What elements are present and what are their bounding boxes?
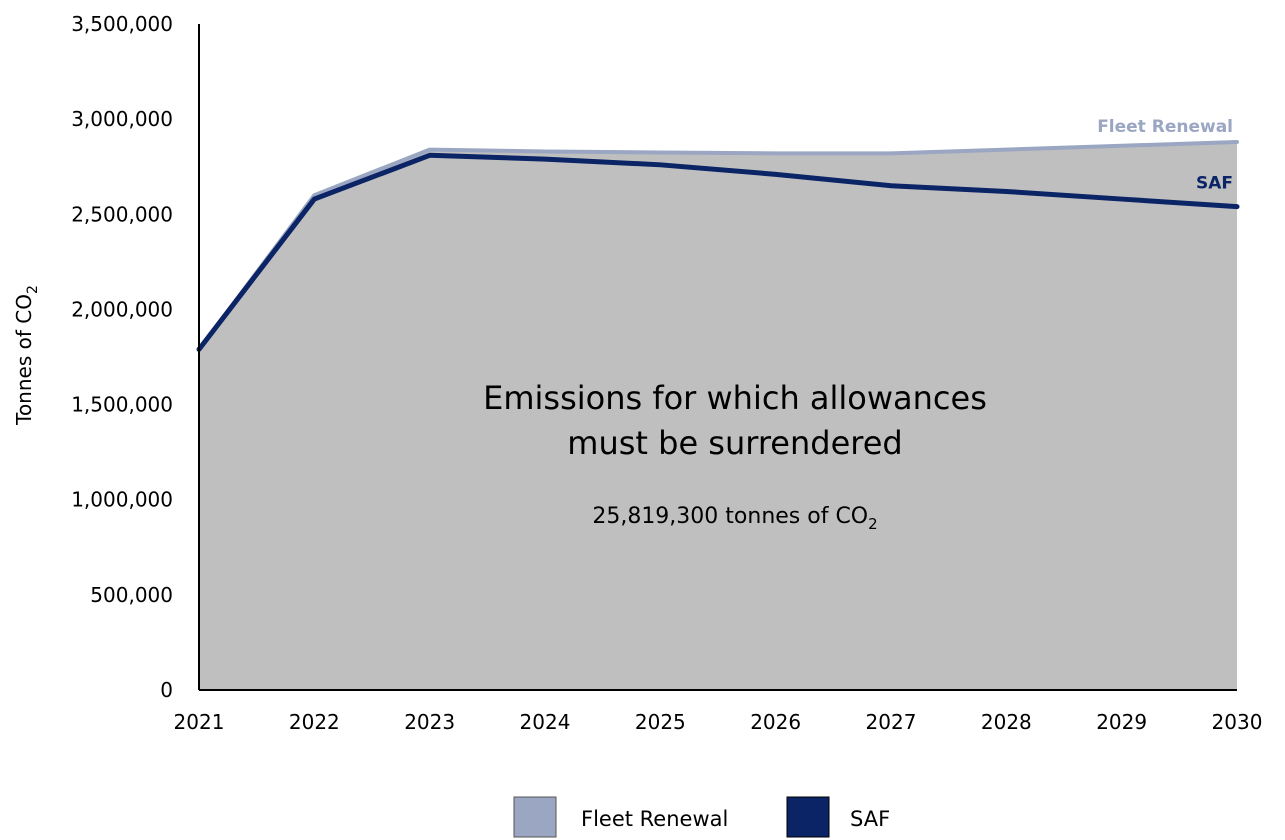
end-label-fleet-renewal: Fleet Renewal [1097,117,1233,137]
y-tick-label: 1,000,000 [71,488,173,512]
x-tick-label: 2027 [866,710,917,734]
y-axis-title-text: Tonnes of CO [12,294,36,426]
legend-swatch-fleet-renewal [513,796,557,838]
series-end-labels: Fleet Renewal SAF [1097,117,1233,194]
y-tick-label: 2,000,000 [71,297,173,321]
annotation: Emissions for which allowances must be s… [483,379,987,533]
x-tick-labels: 2021 2022 2023 2024 2025 2026 2027 2028 2029 2030 [174,710,1263,734]
legend-swatch-saf [786,796,830,838]
x-tick-label: 2030 [1212,710,1263,734]
emissions-area-fill [199,141,1237,690]
end-label-saf: SAF [1196,174,1233,194]
legend: Fleet Renewal SAF [513,796,890,838]
annotation-total-text: 25,819,300 tonnes of CO [592,504,868,529]
x-tick-label: 2023 [404,710,455,734]
y-tick-label: 3,000,000 [71,107,173,131]
series-layer [196,139,1240,352]
area-fill-layer [199,141,1237,690]
annotation-total-subscript: 2 [868,515,878,533]
x-tick-label: 2026 [750,710,801,734]
y-tick-label: 3,500,000 [71,12,173,36]
y-tick-label: 500,000 [90,583,173,607]
y-tick-label: 1,500,000 [71,393,173,417]
y-tick-labels: 0 500,000 1,000,000 1,500,000 2,000,000 2,500… [71,12,173,702]
y-axis-title-subscript: 2 [25,285,41,294]
x-tick-label: 2024 [520,710,571,734]
y-tick-label: 2,500,000 [71,202,173,226]
legend-item-saf: SAF [786,796,890,838]
y-axis-title: Tonnes of CO2 [12,285,41,426]
annotation-line-1: Emissions for which allowances [483,379,987,417]
x-tick-label: 2022 [289,710,340,734]
series-line-fleet-renewal [197,139,1239,352]
x-tick-label: 2021 [174,710,225,734]
x-tick-label: 2029 [1096,710,1147,734]
series-line-saf [196,152,1240,352]
x-tick-label: 2028 [981,710,1032,734]
y-tick-label: 0 [160,678,173,702]
annotation-line-2: must be surrendered [567,424,902,462]
legend-item-fleet-renewal: Fleet Renewal [513,796,728,838]
x-tick-label: 2025 [635,710,686,734]
legend-label-fleet-renewal: Fleet Renewal [581,807,728,831]
legend-label-saf: SAF [850,807,890,831]
axis-layer [198,24,1237,691]
annotation-total: 25,819,300 tonnes of CO2 [592,504,877,533]
